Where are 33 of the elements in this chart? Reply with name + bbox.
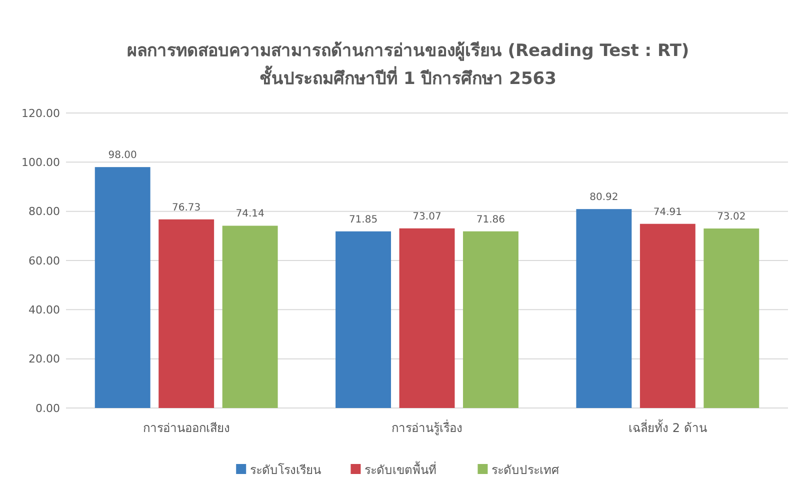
y-tick-label: 20.00 <box>28 352 60 366</box>
data-label: 73.02 <box>717 211 746 222</box>
y-tick-label: 0.00 <box>36 402 60 415</box>
bar <box>704 228 760 408</box>
bar <box>158 219 214 408</box>
bar <box>222 226 278 408</box>
bar <box>576 209 632 408</box>
x-tick-label: การอ่านออกเสียง <box>142 421 230 435</box>
data-label: 76.73 <box>172 202 201 214</box>
data-label: 71.86 <box>476 214 506 226</box>
data-label: 80.92 <box>590 192 618 204</box>
legend-label: ระดับเขตพื้นที่ <box>364 461 437 478</box>
bar <box>463 231 518 408</box>
x-tick-label: เฉลี่ยทั้ง 2 ด้าน <box>628 419 707 435</box>
data-label: 74.14 <box>236 208 264 220</box>
y-tick-label: 40.00 <box>28 304 60 317</box>
legend-label: ระดับประเทศ <box>492 463 560 478</box>
chart-title: ผลการทดสอบความสามารถด้านการอ่านของผู้เรียน (Reading Test : RT) <box>126 40 690 62</box>
bar <box>399 228 455 408</box>
y-tick-label: 80.00 <box>28 205 60 218</box>
y-tick-label: 60.00 <box>28 254 60 268</box>
y-tick-label: 120.00 <box>22 106 60 120</box>
bar <box>94 167 150 408</box>
data-label: 71.85 <box>348 214 378 226</box>
bar <box>336 231 391 408</box>
x-tick-label: การอ่านรู้เรื่อง <box>392 419 462 436</box>
legend-label: ระดับโรงเรียน <box>250 463 322 478</box>
data-label: 98.00 <box>108 150 137 162</box>
data-label: 73.07 <box>412 211 442 222</box>
data-label: 74.91 <box>653 206 682 218</box>
y-tick-label: 100.00 <box>22 156 60 170</box>
bar <box>640 224 696 408</box>
chart-subtitle: ชั้นประถมศึกษาปีที่ 1 ปีการศึกษา 2563 <box>260 65 556 89</box>
